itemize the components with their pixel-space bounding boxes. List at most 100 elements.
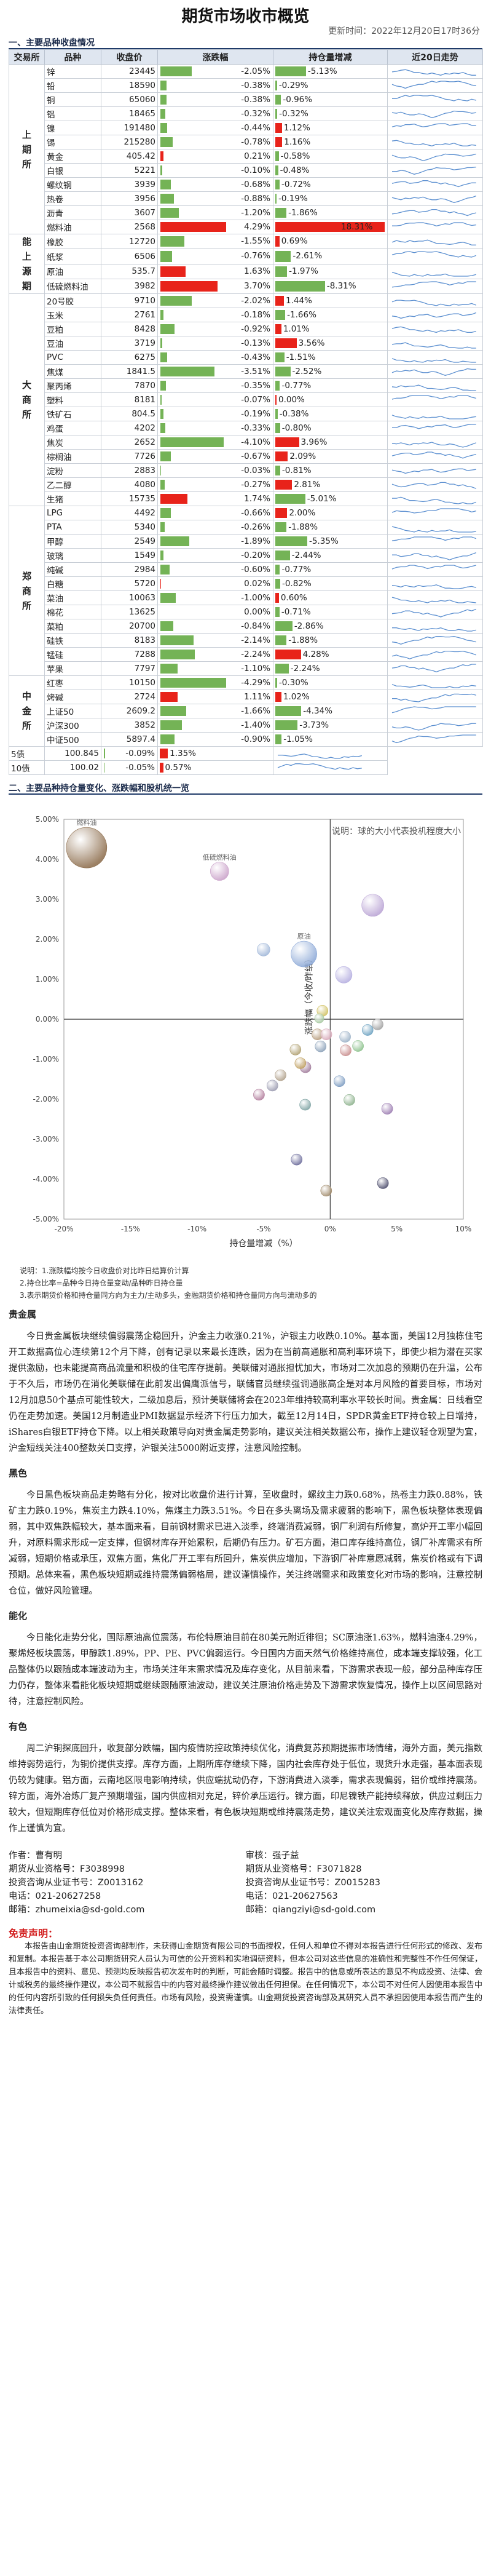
- close-price: 215280: [101, 135, 158, 149]
- table-row: 棕榈油 7726 -0.67% 2.09%: [9, 449, 483, 464]
- oi-change-bar: [275, 451, 288, 461]
- trend-sparkline: [387, 704, 483, 718]
- trend-sparkline: [387, 78, 483, 93]
- change-bar: [160, 466, 161, 475]
- oi-change-bar: [275, 466, 280, 475]
- close-price: 1841.5: [101, 364, 158, 379]
- oi-change-bar: [275, 95, 281, 105]
- change-value: -0.07%: [241, 395, 270, 405]
- change-cell: -0.18%: [157, 308, 273, 322]
- update-time: 更新时间：2022年12月20日17时36分: [328, 26, 480, 36]
- oi-change-cell: -1.88%: [273, 520, 388, 535]
- chart-notes: 说明：1.涨跌幅均按今日收盘价对比昨日结算价计算 2.持仓比率=品种今日持仓量变…: [9, 1262, 482, 1302]
- legend-note: 说明：球的大小代表投机程度大小: [332, 827, 461, 837]
- oi-change-cell: 0.57%: [157, 760, 273, 775]
- close-price: 100.02: [44, 760, 101, 775]
- trend-sparkline: [387, 463, 483, 478]
- oi-change-value: 0.00%: [278, 395, 305, 405]
- change-cell: -0.60%: [157, 562, 273, 577]
- table-row: 低硫燃料油 3982 3.70% -8.31%: [9, 278, 483, 295]
- table-row: 纸浆 6506 -0.76% -2.61%: [9, 248, 483, 264]
- signature-reviewer: 审核：强子益 期货从业资格号：F3071828 投资咨询从业证书号：Z00152…: [246, 1849, 483, 1917]
- change-value: -1.89%: [241, 536, 270, 546]
- change-value: -1.00%: [241, 593, 270, 603]
- data-point: [320, 1028, 332, 1041]
- commentary-text-precious: 今日贵金属板块继续偏弱震荡企稳回升，沪金主力收涨0.21%，沪银主力收跌0.10…: [9, 1332, 482, 1453]
- close-price: 4080: [101, 477, 158, 492]
- trend-sparkline: [387, 205, 483, 220]
- close-price: 7870: [101, 378, 158, 393]
- change-value: -0.35%: [241, 381, 270, 391]
- change-value: -0.84%: [241, 621, 270, 631]
- table-row: 锡 215280 -0.78% 1.16%: [9, 135, 483, 149]
- data-point: [314, 1013, 324, 1024]
- close-price: 2761: [101, 308, 158, 322]
- product-name: LPG: [44, 506, 101, 520]
- trend-sparkline: [387, 407, 483, 421]
- trend-sparkline: [387, 350, 483, 365]
- product-name: PVC: [44, 350, 101, 365]
- close-price: 100.845: [44, 746, 101, 761]
- trend-sparkline: [387, 248, 483, 264]
- oi-change-cell: -2.52%: [273, 364, 388, 379]
- change-bar: [160, 621, 173, 631]
- table-row: 沪深300 3852 -1.40% -3.73%: [9, 718, 483, 733]
- oi-change-cell: -0.19%: [273, 191, 388, 206]
- oi-change-cell: -0.81%: [273, 463, 388, 478]
- change-cell: -0.13%: [157, 336, 273, 351]
- change-cell: -1.10%: [157, 661, 273, 676]
- data-point: [291, 1153, 303, 1166]
- table-row: 聚丙烯 7870 -0.35% -0.77%: [9, 378, 483, 393]
- trend-sparkline: [387, 308, 483, 322]
- change-cell: -0.10%: [157, 163, 273, 178]
- change-bar: [160, 650, 195, 659]
- y-tick-label: -2.00%: [33, 1095, 59, 1103]
- trend-sparkline: [387, 220, 483, 234]
- change-bar: [160, 565, 170, 574]
- disclaimer-text: 本报告由山金期货投资咨询部制作，未获得山金期货有限公司的书面授权，任何人和单位不…: [9, 1942, 482, 2016]
- oi-change-value: -1.88%: [288, 635, 318, 645]
- change-bar: [160, 367, 214, 376]
- change-value: -1.66%: [241, 706, 270, 716]
- product-name: 淀粉: [44, 463, 101, 478]
- product-name: 焦炭: [44, 435, 101, 450]
- y-tick-label: -4.00%: [33, 1175, 59, 1183]
- data-point: [340, 1044, 352, 1057]
- trend-sparkline: [387, 449, 483, 464]
- oi-change-bar: [275, 593, 279, 603]
- oi-change-cell: -0.48%: [273, 163, 388, 178]
- change-bar: [160, 593, 176, 603]
- oi-change-cell: 0.60%: [273, 590, 388, 605]
- change-value: -0.19%: [241, 409, 270, 419]
- oi-change-bar: [275, 536, 308, 546]
- change-cell: 0.21%: [157, 149, 273, 164]
- scatter-chart: -20% -15% -10% -5% 0% 5% 10% 5.00% 4.00% 3.00% 2.0…: [9, 795, 482, 1262]
- table-row: 硅铁 8183 -2.14% -1.88%: [9, 633, 483, 648]
- oi-change-value: -0.71%: [281, 607, 311, 617]
- change-bar: [160, 266, 186, 277]
- oi-change-bar: [275, 423, 280, 433]
- col-change: 涨跌幅: [157, 49, 273, 65]
- change-bar: [160, 522, 165, 532]
- product-name: 菜粕: [44, 619, 101, 634]
- oi-change-bar: [275, 565, 280, 574]
- note-1: 说明：1.涨跌幅均按今日收盘价对比昨日结算价计算: [20, 1266, 189, 1275]
- table-row: 淀粉 2883 -0.03% -0.81%: [9, 463, 483, 478]
- change-value: -0.32%: [241, 109, 270, 119]
- table-row: 郑 商 所 LPG 4492 -0.66% 2.00%: [9, 506, 483, 676]
- col-oi-change: 持仓量增减: [273, 49, 388, 65]
- trend-sparkline: [387, 633, 483, 648]
- commentary-title-precious: 贵金属: [9, 1309, 37, 1320]
- trend-sparkline: [387, 392, 483, 407]
- oi-change-bar: [275, 137, 283, 147]
- oi-change-cell: -0.72%: [273, 177, 388, 192]
- change-cell: -4.10%: [157, 435, 273, 450]
- change-bar: [160, 706, 186, 716]
- product-name: 棉花: [44, 605, 101, 619]
- signature-author: 作者：曹有明 期货从业资格号：F3038998 投资咨询从业证书号：Z00131…: [9, 1849, 246, 1917]
- oi-change-value: -0.80%: [281, 423, 312, 433]
- oi-change-bar: [275, 338, 297, 348]
- trend-sparkline: [273, 760, 388, 775]
- oi-change-value: 1.12%: [283, 123, 310, 133]
- oi-change-value: 2.81%: [294, 480, 321, 490]
